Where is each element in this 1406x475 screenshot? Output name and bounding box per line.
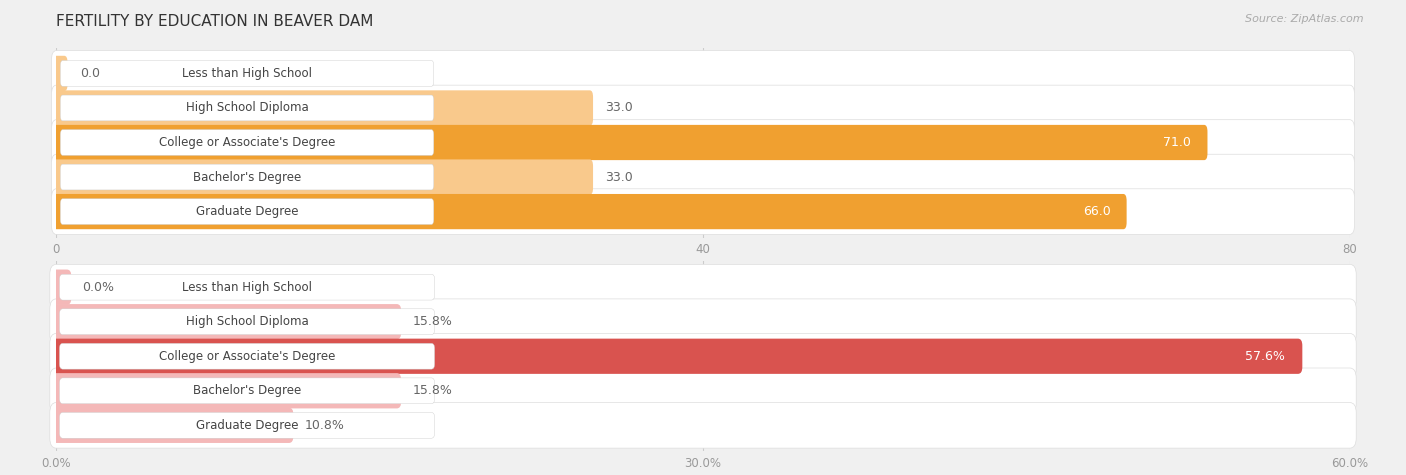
- FancyBboxPatch shape: [59, 274, 434, 300]
- Text: FERTILITY BY EDUCATION IN BEAVER DAM: FERTILITY BY EDUCATION IN BEAVER DAM: [56, 14, 374, 29]
- FancyBboxPatch shape: [49, 368, 1357, 414]
- FancyBboxPatch shape: [60, 95, 434, 121]
- Text: Less than High School: Less than High School: [181, 67, 312, 80]
- Text: High School Diploma: High School Diploma: [186, 315, 308, 328]
- FancyBboxPatch shape: [52, 189, 1354, 234]
- FancyBboxPatch shape: [60, 164, 434, 190]
- Text: Source: ZipAtlas.com: Source: ZipAtlas.com: [1246, 14, 1364, 24]
- FancyBboxPatch shape: [49, 333, 1357, 379]
- Text: 10.8%: 10.8%: [305, 419, 344, 432]
- Text: 0.0%: 0.0%: [83, 281, 114, 294]
- FancyBboxPatch shape: [53, 194, 1126, 229]
- Text: College or Associate's Degree: College or Associate's Degree: [159, 350, 335, 363]
- FancyBboxPatch shape: [60, 199, 434, 225]
- FancyBboxPatch shape: [49, 265, 1357, 310]
- Text: High School Diploma: High School Diploma: [186, 102, 308, 114]
- FancyBboxPatch shape: [52, 373, 401, 408]
- Text: Graduate Degree: Graduate Degree: [195, 205, 298, 218]
- Text: Bachelor's Degree: Bachelor's Degree: [193, 171, 301, 183]
- Text: 33.0: 33.0: [606, 171, 633, 183]
- FancyBboxPatch shape: [59, 343, 434, 369]
- Text: College or Associate's Degree: College or Associate's Degree: [159, 136, 335, 149]
- FancyBboxPatch shape: [60, 60, 434, 86]
- FancyBboxPatch shape: [52, 269, 72, 305]
- FancyBboxPatch shape: [49, 402, 1357, 448]
- FancyBboxPatch shape: [53, 125, 1208, 160]
- FancyBboxPatch shape: [53, 160, 593, 195]
- FancyBboxPatch shape: [60, 130, 434, 155]
- FancyBboxPatch shape: [52, 154, 1354, 200]
- FancyBboxPatch shape: [52, 339, 1302, 374]
- FancyBboxPatch shape: [52, 85, 1354, 131]
- Text: Bachelor's Degree: Bachelor's Degree: [193, 384, 301, 397]
- FancyBboxPatch shape: [59, 378, 434, 404]
- FancyBboxPatch shape: [49, 299, 1357, 344]
- Text: 71.0: 71.0: [1163, 136, 1191, 149]
- FancyBboxPatch shape: [59, 309, 434, 334]
- Text: 15.8%: 15.8%: [412, 384, 453, 397]
- Text: 33.0: 33.0: [606, 102, 633, 114]
- FancyBboxPatch shape: [52, 408, 294, 443]
- FancyBboxPatch shape: [52, 51, 1354, 96]
- Text: 15.8%: 15.8%: [412, 315, 453, 328]
- Text: 66.0: 66.0: [1083, 205, 1111, 218]
- Text: 57.6%: 57.6%: [1246, 350, 1285, 363]
- FancyBboxPatch shape: [53, 90, 593, 125]
- FancyBboxPatch shape: [52, 120, 1354, 165]
- Text: Graduate Degree: Graduate Degree: [195, 419, 298, 432]
- FancyBboxPatch shape: [59, 412, 434, 438]
- FancyBboxPatch shape: [53, 56, 67, 91]
- FancyBboxPatch shape: [52, 304, 401, 339]
- Text: 0.0: 0.0: [80, 67, 100, 80]
- Text: Less than High School: Less than High School: [181, 281, 312, 294]
